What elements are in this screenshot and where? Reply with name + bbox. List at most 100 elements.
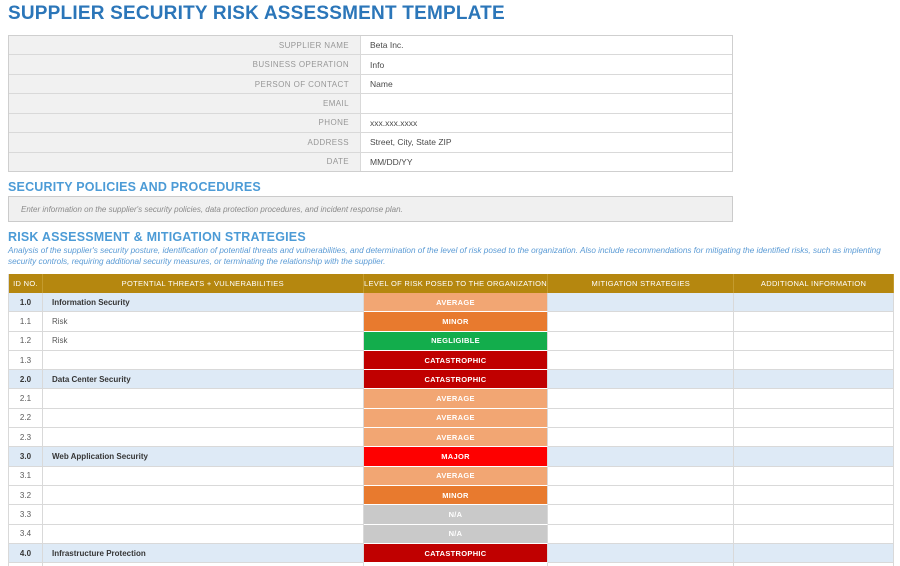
form-field-label: DATE (9, 152, 361, 171)
cell-threat[interactable] (42, 428, 364, 448)
column-header-mitigation-strategies: MITIGATION STRATEGIES (548, 274, 735, 293)
cell-threat[interactable] (42, 408, 364, 429)
cell-risk-level[interactable]: AVERAGE (363, 408, 549, 429)
policies-section-heading: SECURITY POLICIES AND PROCEDURES (8, 180, 261, 194)
cell-id: 1.3 (9, 350, 43, 371)
table-row: 2.1 AVERAGE (9, 389, 894, 409)
table-row (9, 563, 894, 566)
cell-mitigation[interactable] (548, 408, 735, 429)
cell-id: 2.1 (9, 389, 43, 409)
cell-threat[interactable]: Infrastructure Protection (42, 543, 364, 564)
cell-mitigation[interactable] (548, 428, 735, 448)
cell-threat[interactable] (42, 350, 364, 371)
cell-additional[interactable] (734, 428, 894, 448)
cell-risk-level[interactable]: CATASTROPHIC (363, 350, 549, 371)
cell-id: 2.0 (9, 370, 43, 390)
cell-threat[interactable]: Risk (42, 331, 364, 351)
cell-additional[interactable] (734, 563, 894, 566)
cell-threat[interactable] (43, 563, 364, 566)
cell-threat[interactable]: Web Application Security (42, 447, 364, 467)
form-field-value-cell[interactable]: Street, City, State ZIP (361, 133, 732, 152)
risk-assessment-table: ID No. POTENTIAL THREATS + VULNERABILITIE… (8, 274, 895, 566)
table-row: 1.0 Information Security AVERAGE (9, 293, 894, 313)
cell-mitigation[interactable] (548, 312, 735, 332)
cell-additional[interactable] (734, 312, 894, 332)
cell-additional[interactable] (734, 466, 894, 486)
cell-id: 3.2 (9, 485, 43, 506)
cell-mitigation[interactable] (548, 524, 735, 544)
cell-mitigation[interactable] (548, 447, 735, 467)
cell-additional[interactable] (734, 389, 894, 409)
cell-risk-level[interactable]: MINOR (363, 312, 549, 332)
cell-risk-level[interactable]: CATASTROPHIC (363, 543, 549, 564)
cell-risk-level[interactable]: MINOR (363, 485, 549, 506)
form-field-value-cell[interactable]: Name (361, 74, 732, 94)
cell-threat[interactable] (42, 524, 364, 544)
cell-mitigation[interactable] (548, 350, 735, 371)
cell-additional[interactable] (734, 485, 894, 506)
cell-risk-level[interactable]: N/A (363, 524, 549, 544)
cell-mitigation[interactable] (548, 370, 735, 390)
table-row: 3.3 N/A (9, 505, 894, 525)
form-field-label: ADDRESS (9, 133, 361, 152)
cell-additional[interactable] (734, 505, 894, 525)
policies-note-text: Enter information on the supplier's secu… (21, 204, 403, 214)
cell-additional[interactable] (734, 350, 894, 371)
cell-id: 1.1 (9, 312, 43, 332)
cell-mitigation[interactable] (548, 505, 735, 525)
cell-risk-level[interactable]: N/A (363, 505, 549, 525)
cell-id: 1.2 (9, 331, 43, 351)
cell-id (9, 563, 43, 566)
risk-section-description: Analysis of the supplier's security post… (8, 246, 881, 266)
cell-threat[interactable]: Risk (42, 312, 364, 332)
form-field-value-cell[interactable]: Beta Inc. (361, 36, 732, 55)
cell-risk-level[interactable]: NEGLIGIBLE (363, 331, 549, 351)
cell-threat[interactable] (42, 505, 364, 525)
form-row: PERSON OF CONTACT Name (9, 74, 732, 95)
cell-risk-level[interactable]: AVERAGE (363, 466, 549, 486)
form-row: DATE MM/DD/YY (9, 152, 732, 171)
cell-additional[interactable] (734, 331, 894, 351)
cell-mitigation[interactable] (548, 389, 735, 409)
cell-mitigation[interactable] (548, 331, 735, 351)
cell-additional[interactable] (734, 370, 894, 390)
table-row: 2.3 AVERAGE (9, 428, 894, 448)
form-field-value-cell[interactable] (361, 94, 732, 113)
table-row: 2.2 AVERAGE (9, 408, 894, 429)
cell-mitigation[interactable] (548, 485, 735, 506)
cell-threat[interactable]: Data Center Security (42, 370, 364, 390)
form-row: PHONE xxx.xxx.xxxx (9, 113, 732, 134)
cell-additional[interactable] (734, 408, 894, 429)
cell-threat[interactable] (42, 466, 364, 486)
cell-threat[interactable]: Information Security (42, 293, 364, 313)
table-row: 1.2 Risk NEGLIGIBLE (9, 331, 894, 351)
cell-additional[interactable] (734, 447, 894, 467)
cell-risk-level[interactable]: AVERAGE (363, 428, 549, 448)
form-field-label: PHONE (9, 113, 361, 133)
form-field-value-cell[interactable]: xxx.xxx.xxxx (361, 113, 732, 133)
cell-risk-level[interactable]: CATASTROPHIC (363, 370, 549, 390)
cell-additional[interactable] (734, 543, 894, 564)
cell-additional[interactable] (734, 524, 894, 544)
column-header-additional-information: ADDITIONAL INFORMATION (734, 274, 895, 293)
policies-note-cell[interactable]: Enter information on the supplier's secu… (8, 196, 733, 222)
cell-id: 3.4 (9, 524, 43, 544)
form-field-value-cell[interactable]: Info (361, 55, 732, 74)
cell-threat[interactable] (42, 485, 364, 506)
cell-risk-level[interactable]: MAJOR (363, 447, 549, 467)
cell-mitigation[interactable] (548, 543, 735, 564)
cell-risk-level[interactable]: AVERAGE (363, 293, 549, 313)
cell-additional[interactable] (734, 293, 894, 313)
cell-mitigation[interactable] (548, 563, 735, 566)
form-field-value-cell[interactable]: MM/DD/YY (361, 152, 732, 171)
cell-threat[interactable] (42, 389, 364, 409)
table-row: 2.0 Data Center Security CATASTROPHIC (9, 370, 894, 390)
cell-id: 3.3 (9, 505, 43, 525)
cell-risk-level[interactable] (364, 563, 549, 566)
cell-mitigation[interactable] (548, 293, 735, 313)
form-row: BUSINESS OPERATION Info (9, 55, 732, 75)
cell-mitigation[interactable] (548, 466, 735, 486)
form-field-label: BUSINESS OPERATION (9, 55, 361, 74)
cell-risk-level[interactable]: AVERAGE (363, 389, 549, 409)
column-header-potential-threats: POTENTIAL THREATS + VULNERABILITIES (43, 274, 364, 293)
